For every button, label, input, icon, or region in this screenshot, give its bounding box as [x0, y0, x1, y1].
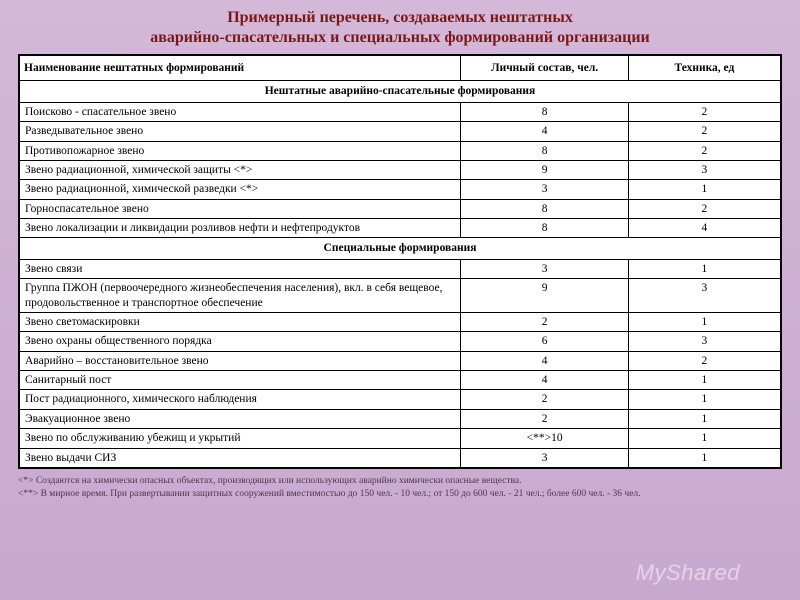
- cell-tech: 3: [628, 279, 780, 313]
- cell-staff: 4: [461, 351, 628, 370]
- cell-staff: 3: [461, 180, 628, 199]
- cell-tech: 1: [628, 371, 780, 390]
- cell-name: Звено светомаскировки: [20, 312, 461, 331]
- cell-name: Звено по обслуживанию убежищ и укрытий: [20, 429, 461, 448]
- table-header-row: Наименование нештатных формирований Личн…: [20, 56, 781, 81]
- cell-tech: 3: [628, 332, 780, 351]
- table-row: Горноспасательное звено82: [20, 199, 781, 218]
- cell-name: Звено охраны общественного порядка: [20, 332, 461, 351]
- table-row: Звено локализации и ликвидации розливов …: [20, 219, 781, 238]
- cell-tech: 3: [628, 160, 780, 179]
- cell-name: Противопожарное звено: [20, 141, 461, 160]
- cell-staff: 9: [461, 279, 628, 313]
- cell-name: Пост радиационного, химического наблюден…: [20, 390, 461, 409]
- cell-staff: 8: [461, 141, 628, 160]
- cell-name: Звено выдачи СИЗ: [20, 448, 461, 467]
- section-header-row: Нештатные аварийно-спасательные формиров…: [20, 81, 781, 102]
- cell-staff: 3: [461, 448, 628, 467]
- cell-tech: 1: [628, 312, 780, 331]
- cell-name: Поисково - спасательное звено: [20, 102, 461, 121]
- table-row: Аварийно – восстановительное звено42: [20, 351, 781, 370]
- table-row: Звено охраны общественного порядка63: [20, 332, 781, 351]
- table-row: Пост радиационного, химического наблюден…: [20, 390, 781, 409]
- footnote-2: <**> В мирное время. При развертывании з…: [18, 488, 782, 501]
- cell-name: Аварийно – восстановительное звено: [20, 351, 461, 370]
- cell-staff: 6: [461, 332, 628, 351]
- table-row: Санитарный пост41: [20, 371, 781, 390]
- table-wrapper: Наименование нештатных формирований Личн…: [18, 54, 782, 469]
- cell-tech: 1: [628, 180, 780, 199]
- cell-name: Звено радиационной, химической защиты <*…: [20, 160, 461, 179]
- cell-tech: 2: [628, 199, 780, 218]
- table-row: Звено светомаскировки21: [20, 312, 781, 331]
- table-row: Звено выдачи СИЗ31: [20, 448, 781, 467]
- section-header-cell: Нештатные аварийно-спасательные формиров…: [20, 81, 781, 102]
- table-body: Нештатные аварийно-спасательные формиров…: [20, 81, 781, 468]
- cell-name: Разведывательное звено: [20, 122, 461, 141]
- table-row: Звено радиационной, химической защиты <*…: [20, 160, 781, 179]
- cell-staff: 8: [461, 102, 628, 121]
- cell-name: Звено радиационной, химической разведки …: [20, 180, 461, 199]
- table-row: Эвакуационное звено21: [20, 409, 781, 428]
- cell-staff: 2: [461, 390, 628, 409]
- page-title: Примерный перечень, создаваемых нештатны…: [18, 8, 782, 48]
- cell-staff: 2: [461, 409, 628, 428]
- table-row: Группа ПЖОН (первоочередного жизнеобеспе…: [20, 279, 781, 313]
- col-header-name: Наименование нештатных формирований: [20, 56, 461, 81]
- cell-staff: 9: [461, 160, 628, 179]
- footnote-1: <*> Создаются на химически опасных объек…: [18, 475, 782, 488]
- table-row: Разведывательное звено42: [20, 122, 781, 141]
- cell-tech: 2: [628, 141, 780, 160]
- cell-tech: 2: [628, 102, 780, 121]
- cell-staff: 8: [461, 219, 628, 238]
- table-row: Противопожарное звено82: [20, 141, 781, 160]
- section-header-cell: Специальные формирования: [20, 238, 781, 259]
- cell-staff: 8: [461, 199, 628, 218]
- footnotes: <*> Создаются на химически опасных объек…: [18, 475, 782, 501]
- cell-tech: 1: [628, 259, 780, 278]
- cell-name: Звено связи: [20, 259, 461, 278]
- watermark: MySharеd: [636, 560, 740, 586]
- section-header-row: Специальные формирования: [20, 238, 781, 259]
- cell-tech: 1: [628, 429, 780, 448]
- cell-tech: 2: [628, 122, 780, 141]
- title-line-1: Примерный перечень, создаваемых нештатны…: [227, 9, 573, 26]
- cell-tech: 1: [628, 390, 780, 409]
- cell-staff: <**>10: [461, 429, 628, 448]
- cell-tech: 4: [628, 219, 780, 238]
- table-row: Поисково - спасательное звено82: [20, 102, 781, 121]
- cell-tech: 1: [628, 409, 780, 428]
- col-header-tech: Техника, ед: [628, 56, 780, 81]
- cell-name: Горноспасательное звено: [20, 199, 461, 218]
- col-header-staff: Личный состав, чел.: [461, 56, 628, 81]
- table-row: Звено радиационной, химической разведки …: [20, 180, 781, 199]
- cell-name: Звено локализации и ликвидации розливов …: [20, 219, 461, 238]
- table-row: Звено связи31: [20, 259, 781, 278]
- title-line-2: аварийно-спасательных и специальных форм…: [150, 29, 650, 46]
- table-row: Звено по обслуживанию убежищ и укрытий<*…: [20, 429, 781, 448]
- cell-tech: 1: [628, 448, 780, 467]
- cell-name: Группа ПЖОН (первоочередного жизнеобеспе…: [20, 279, 461, 313]
- cell-name: Санитарный пост: [20, 371, 461, 390]
- cell-staff: 4: [461, 371, 628, 390]
- page-container: Примерный перечень, создаваемых нештатны…: [0, 0, 800, 600]
- formations-table: Наименование нештатных формирований Личн…: [19, 55, 781, 468]
- cell-staff: 3: [461, 259, 628, 278]
- cell-staff: 2: [461, 312, 628, 331]
- cell-staff: 4: [461, 122, 628, 141]
- cell-name: Эвакуационное звено: [20, 409, 461, 428]
- cell-tech: 2: [628, 351, 780, 370]
